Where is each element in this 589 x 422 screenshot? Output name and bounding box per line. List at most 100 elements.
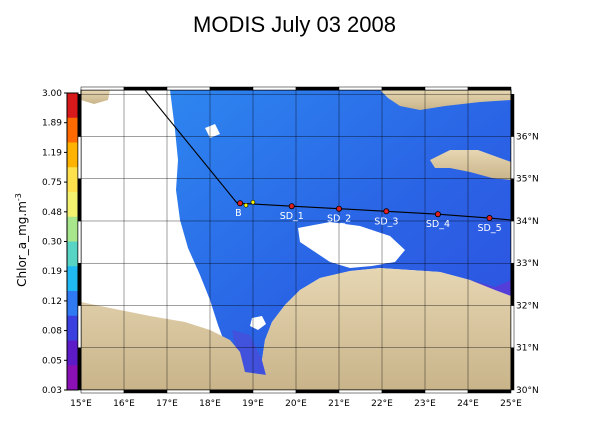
colorbar-tick-label: 0.12 <box>42 297 62 307</box>
latitude-label: 30°N <box>516 386 539 396</box>
colorbar-tick-label: 0.05 <box>42 356 62 366</box>
colorbar-segment <box>67 93 78 119</box>
frame-tick-bottom <box>467 389 512 394</box>
colorbar <box>66 92 79 391</box>
cloud-patch <box>250 316 266 330</box>
cloud-patch <box>205 124 220 138</box>
frame-tick-right <box>510 347 515 391</box>
colorbar-tick-label: 0.75 <box>42 178 62 188</box>
longitude-label: 19°E <box>242 399 264 409</box>
longitude-label: 18°E <box>199 399 221 409</box>
land-sicily <box>81 90 110 104</box>
station-label: SD_2 <box>327 214 351 225</box>
frame-tick-right <box>510 93 515 137</box>
station-marker[interactable] <box>237 200 244 207</box>
colorbar-tick-label: 1.89 <box>42 119 62 129</box>
frame-tick-top <box>424 86 469 91</box>
frame-tick-top <box>209 86 254 91</box>
marker-yellow <box>243 202 249 208</box>
station-label: SD_1 <box>280 211 304 222</box>
colorbar-segment <box>67 340 78 366</box>
frame-tick-left <box>77 347 82 391</box>
station-marker[interactable] <box>434 211 441 218</box>
page-title: MODIS July 03 2008 <box>193 12 396 37</box>
frame-tick-bottom <box>381 389 426 394</box>
frame-tick-left <box>77 262 82 306</box>
frame-tick-bottom <box>338 389 383 394</box>
frame-tick-top <box>295 86 340 91</box>
latitude-label: 31°N <box>516 344 539 354</box>
frame-tick-top <box>252 86 297 91</box>
station-marker[interactable] <box>288 203 295 210</box>
frame-tick-bottom <box>166 389 211 394</box>
longitude-label: 20°E <box>285 399 307 409</box>
colorbar-segment <box>67 117 78 143</box>
colorbar-segment <box>67 216 78 242</box>
frame-tick-right <box>510 136 515 179</box>
frame-tick-right <box>510 262 515 306</box>
frame-tick-bottom <box>209 389 254 394</box>
frame-tick-bottom <box>252 389 297 394</box>
frame-tick-top <box>123 86 168 91</box>
latitude-label: 33°N <box>516 259 539 269</box>
frame-tick-right <box>510 178 515 222</box>
frame-tick-bottom <box>295 389 340 394</box>
frame-tick-top <box>166 86 211 91</box>
colorbar-tick-label: 1.19 <box>42 148 62 158</box>
longitude-label: 17°E <box>156 399 178 409</box>
frame-tick-left <box>77 305 82 348</box>
frame-tick-top <box>80 86 125 91</box>
stations: B SD_1 SD_2 SD_3 SD_4 SD_5 <box>235 199 502 234</box>
colorbar-tick-label: 0.08 <box>42 327 62 337</box>
colorbar-tick-label: 0.48 <box>42 208 62 218</box>
frame-tick-right <box>510 220 515 264</box>
station-label: B <box>235 208 242 219</box>
latitude-label: 36°N <box>516 132 539 142</box>
latitude-label: 32°N <box>516 301 539 311</box>
frame-tick-left <box>77 93 82 137</box>
longitude-label: 25°E <box>500 399 522 409</box>
marker-yellow <box>250 199 256 205</box>
longitude-label: 15°E <box>70 399 92 409</box>
colorbar-tick-label: 0.30 <box>42 238 62 248</box>
station-marker[interactable] <box>383 208 390 215</box>
colorbar-segment <box>67 142 78 168</box>
frame-tick-bottom <box>123 389 168 394</box>
colorbar-segment <box>67 266 78 292</box>
latitude-label: 34°N <box>516 217 539 227</box>
frame-tick-top <box>467 86 512 91</box>
land-greece <box>380 90 511 110</box>
coastal-high-chl-west <box>232 330 266 375</box>
map-panel[interactable]: B SD_1 SD_2 SD_3 SD_4 SD_5 <box>81 90 511 390</box>
colorbar-segment <box>67 365 78 391</box>
frame-tick-left <box>77 136 82 179</box>
station-label: SD_4 <box>426 219 450 230</box>
station-label: SD_3 <box>374 216 398 227</box>
colorbar-label: Chlor_a_mg.m-3 <box>14 193 29 287</box>
frame-tick-top <box>381 86 426 91</box>
cloud-patch <box>298 222 405 268</box>
frame-tick-top <box>338 86 383 91</box>
colorbar-tick-label: 0.19 <box>42 267 62 277</box>
frame-tick-right <box>510 305 515 348</box>
latitude-label: 35°N <box>516 175 539 185</box>
longitude-labels: 15°E 16°E 17°E 18°E 19°E 20°E 21°E 22°E 23°E 24°E… <box>70 399 522 409</box>
station-marker[interactable] <box>335 205 342 212</box>
land-crete <box>430 150 511 180</box>
frame-tick-left <box>77 220 82 264</box>
colorbar-tick-label: 3.00 <box>42 89 62 99</box>
colorbar-ticks: 3.00 1.89 1.19 0.75 0.48 0.30 0.19 0.12 0.08 0.05… <box>42 89 67 396</box>
colorbar-segment <box>67 192 78 218</box>
longitude-label: 24°E <box>457 399 479 409</box>
longitude-label: 16°E <box>113 399 135 409</box>
longitude-label: 21°E <box>328 399 350 409</box>
station-label: SD_5 <box>478 223 502 234</box>
colorbar-segment <box>67 315 78 341</box>
colorbar-segment <box>67 291 78 317</box>
colorbar-segment <box>67 167 78 193</box>
grid <box>81 90 511 390</box>
frame-ticks <box>77 86 515 394</box>
station-marker[interactable] <box>486 215 493 222</box>
frame-tick-bottom <box>424 389 469 394</box>
